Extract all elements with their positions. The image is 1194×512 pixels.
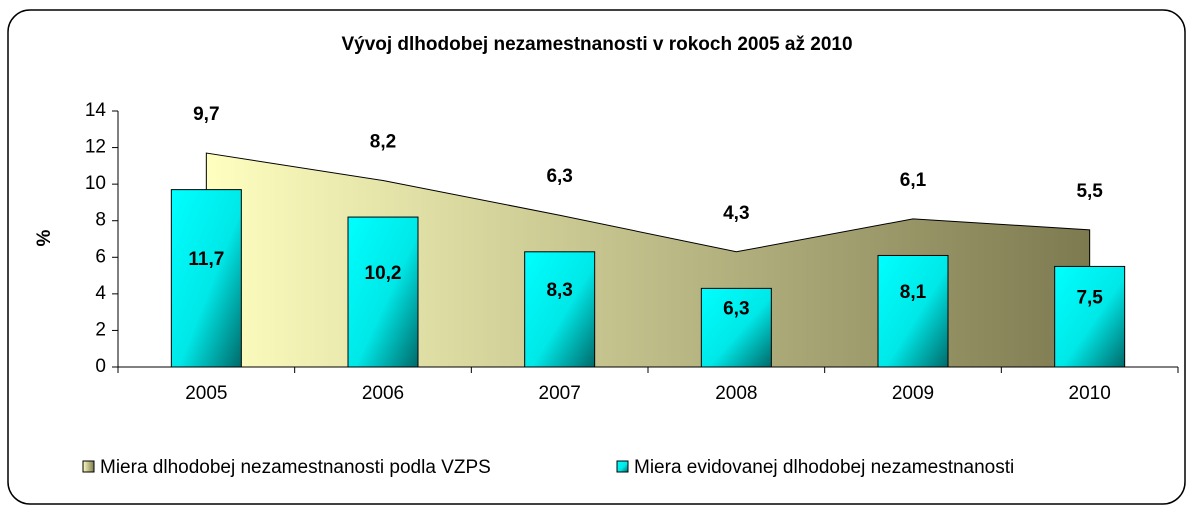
bar (700, 287, 772, 368)
data-label: 8,3 (546, 280, 572, 301)
legend-label: Miera dlhodobej nezamestnanosti podla VZ… (100, 457, 491, 478)
y-tick-label: 12 (85, 137, 106, 158)
data-label: 8,1 (900, 282, 927, 303)
legend-swatch (616, 460, 629, 473)
y-tick-label: 2 (95, 319, 106, 340)
data-label: 10,2 (365, 263, 402, 284)
x-tick-label: 2010 (1069, 383, 1111, 404)
y-tick-label: 6 (95, 246, 106, 267)
y-tick-label: 14 (85, 100, 107, 121)
chart-title: Vývoj dlhodobej nezamestnanosti v rokoch… (341, 34, 852, 55)
data-label: 5,5 (1076, 181, 1103, 202)
bar (347, 216, 419, 368)
bar (524, 251, 596, 368)
data-label: 7,5 (1076, 287, 1103, 308)
x-tick-label: 2006 (362, 383, 404, 404)
data-label: 6,3 (546, 166, 572, 187)
legend-swatch (82, 460, 95, 473)
x-tick-label: 2007 (539, 383, 581, 404)
x-tick-label: 2008 (715, 383, 757, 404)
data-label: 9,7 (193, 104, 219, 125)
data-label: 6,3 (723, 298, 749, 319)
data-label: 4,3 (723, 203, 749, 224)
bar (877, 254, 949, 368)
y-tick-label: 4 (95, 283, 106, 304)
data-label: 8,2 (370, 132, 396, 153)
x-tick-label: 2009 (892, 383, 934, 404)
legend-label: Miera evidovanej dlhodobej nezamestnanos… (634, 457, 1014, 478)
y-tick-label: 0 (95, 356, 106, 377)
x-tick-label: 2005 (185, 383, 227, 404)
bar (1054, 265, 1126, 368)
y-tick-label: 10 (85, 173, 106, 194)
y-tick-label: 8 (95, 210, 106, 231)
data-label: 11,7 (188, 249, 224, 270)
y-axis-label: % (34, 229, 55, 246)
data-label: 6,1 (900, 170, 927, 191)
bar (170, 189, 242, 368)
